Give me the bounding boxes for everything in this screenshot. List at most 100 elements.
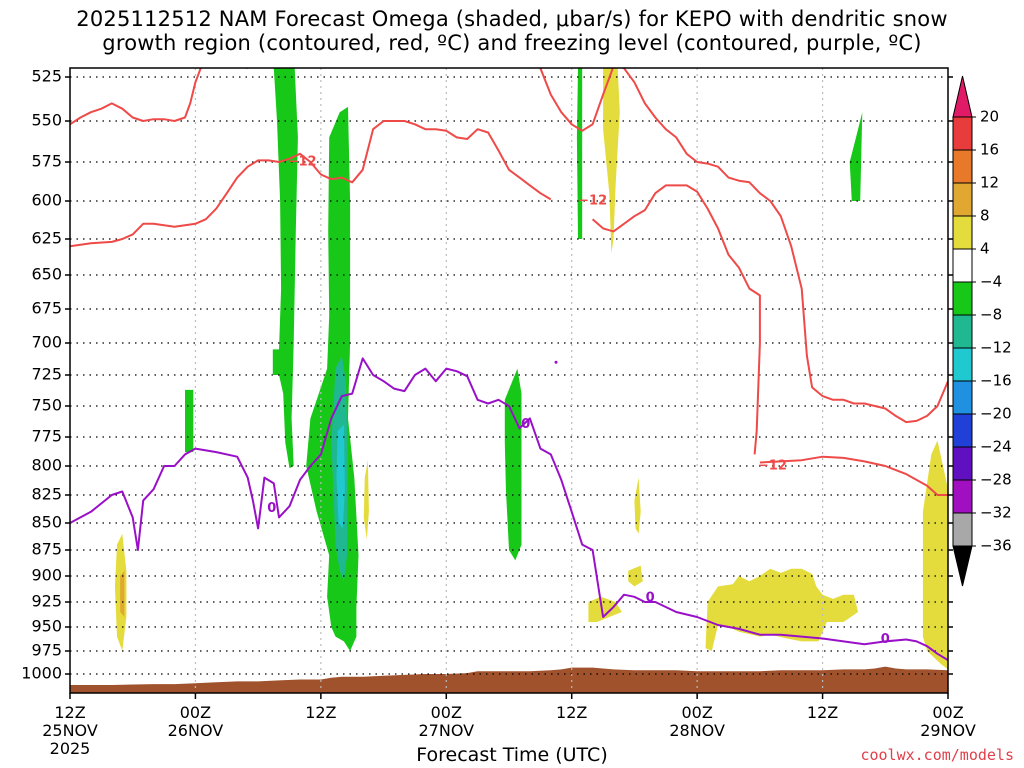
y-tick-label-750: 750	[31, 396, 62, 415]
y-tick-label-575: 575	[31, 152, 62, 171]
colorbar-label-4: 4	[980, 240, 990, 258]
x-tick-label-0-1: 25NOV	[42, 721, 98, 740]
freezing-level-line	[70, 357, 948, 662]
omega-region-15	[705, 568, 859, 651]
plot-frame	[69, 67, 949, 694]
colorbar-segment-10	[952, 446, 973, 481]
colorbar-label-1: 16	[980, 141, 999, 159]
chart-title-line-1: 2025112512 NAM Forecast Omega (shaded, μ…	[76, 7, 948, 31]
colorbar-segment-11	[952, 479, 973, 514]
colorbar-label-0: 20	[980, 108, 999, 126]
dgz-contour-2	[243, 68, 248, 70]
dgz-contour-0	[70, 120, 552, 248]
y-tick-label-800: 800	[31, 456, 62, 475]
x-tick-label-36-0: 00Z	[431, 703, 462, 722]
omega-region-9	[120, 570, 125, 617]
x-tick-label-72-0: 12Z	[807, 703, 838, 722]
colorbar-bottom-arrow	[952, 545, 973, 587]
x-tick-label-60-1: 28NOV	[669, 721, 725, 740]
colorbar-label-5: −4	[980, 273, 1002, 291]
dgz-contour-6	[759, 455, 948, 496]
dgz-label-2: −12	[578, 194, 607, 209]
colorbar-label-7: −12	[980, 339, 1012, 357]
omega-region-10	[363, 460, 369, 540]
colorbar-segment-4	[952, 248, 973, 283]
y-tick-label-525: 525	[31, 67, 62, 86]
colorbar-label-6: −8	[980, 306, 1002, 324]
colorbar-segment-6	[952, 314, 973, 349]
colorbar-label-9: −20	[980, 405, 1012, 423]
freezing-level-dot	[554, 360, 558, 364]
y-tick-label-975: 975	[31, 641, 62, 660]
y-tick-label-725: 725	[31, 365, 62, 384]
colorbar-label-12: −32	[980, 504, 1012, 522]
omega-region-5	[504, 368, 522, 561]
colorbar-label-11: −28	[980, 471, 1012, 489]
colorbar-segment-3	[952, 215, 973, 250]
dgz-contour-3	[539, 68, 614, 132]
dgz-contour-1	[70, 68, 202, 126]
x-tick-label-84-0: 00Z	[932, 703, 963, 722]
y-tick-label-875: 875	[31, 540, 62, 559]
colorbar-label-3: 8	[980, 207, 990, 225]
y-tick-label-1000: 1000	[21, 664, 62, 683]
terrain-fill	[70, 666, 948, 693]
x-tick-label-36-1: 27NOV	[418, 721, 474, 740]
colorbar-label-10: −24	[980, 438, 1012, 456]
omega-region-12	[634, 477, 641, 534]
omega-region-7	[849, 112, 863, 201]
omega-region-0	[272, 68, 298, 469]
freezing-label-2: 0	[521, 417, 530, 432]
colorbar-label-2: 12	[980, 174, 999, 192]
dgz-label-1: −12	[288, 155, 317, 170]
colorbar-segment-0	[952, 116, 973, 151]
y-tick-label-600: 600	[31, 191, 62, 210]
freezing-label-4: 0	[881, 632, 890, 647]
x-tick-label-0-0: 12Z	[54, 703, 85, 722]
x-axis-title: Forecast Time (UTC)	[416, 744, 608, 766]
colorbar-segment-5	[952, 281, 973, 316]
omega-region-16	[922, 440, 948, 670]
omega-region-4	[336, 424, 345, 529]
colorbar-segment-9	[952, 413, 973, 448]
x-tick-label-84-1: 29NOV	[920, 721, 976, 740]
y-tick-label-825: 825	[31, 485, 62, 504]
x-tick-label-12-0: 00Z	[180, 703, 211, 722]
colorbar-label-13: −36	[980, 537, 1012, 555]
y-tick-label-775: 775	[31, 427, 62, 446]
omega-region-6	[576, 68, 583, 239]
freezing-label-1: 0	[267, 501, 276, 516]
colorbar-segment-2	[952, 182, 973, 217]
omega-region-11	[603, 68, 620, 254]
x-tick-label-0-2: 2025	[50, 739, 91, 758]
colorbar-top-arrow	[952, 75, 973, 118]
x-tick-label-24-0: 12Z	[305, 703, 336, 722]
dgz-contour-4	[591, 184, 761, 455]
omega-region-1	[185, 389, 194, 453]
y-tick-label-900: 900	[31, 566, 62, 585]
colorbar-segment-12	[952, 512, 973, 547]
x-tick-label-48-0: 12Z	[556, 703, 587, 722]
y-tick-label-850: 850	[31, 513, 62, 532]
omega-region-13	[588, 596, 622, 622]
y-tick-label-625: 625	[31, 229, 62, 248]
x-tick-label-12-1: 26NOV	[168, 721, 224, 740]
y-tick-label-675: 675	[31, 299, 62, 318]
site-credit: coolwx.com/models	[860, 746, 1014, 764]
y-tick-label-950: 950	[31, 617, 62, 636]
freezing-label-3: 0	[646, 590, 655, 605]
y-tick-label-550: 550	[31, 111, 62, 130]
x-tick-label-60-0: 00Z	[681, 703, 712, 722]
colorbar-segment-7	[952, 347, 973, 382]
dgz-contour-5	[620, 68, 948, 424]
dgz-label-3: −12	[758, 459, 787, 474]
y-tick-label-650: 650	[31, 265, 62, 284]
colorbar-segment-8	[952, 380, 973, 415]
chart-title-line-2: growth region (contoured, red, ºC) and f…	[102, 31, 922, 55]
colorbar-label-8: −16	[980, 372, 1012, 390]
colorbar-segment-1	[952, 149, 973, 184]
y-tick-label-925: 925	[31, 592, 62, 611]
y-tick-label-700: 700	[31, 333, 62, 352]
omega-region-2	[306, 106, 359, 651]
